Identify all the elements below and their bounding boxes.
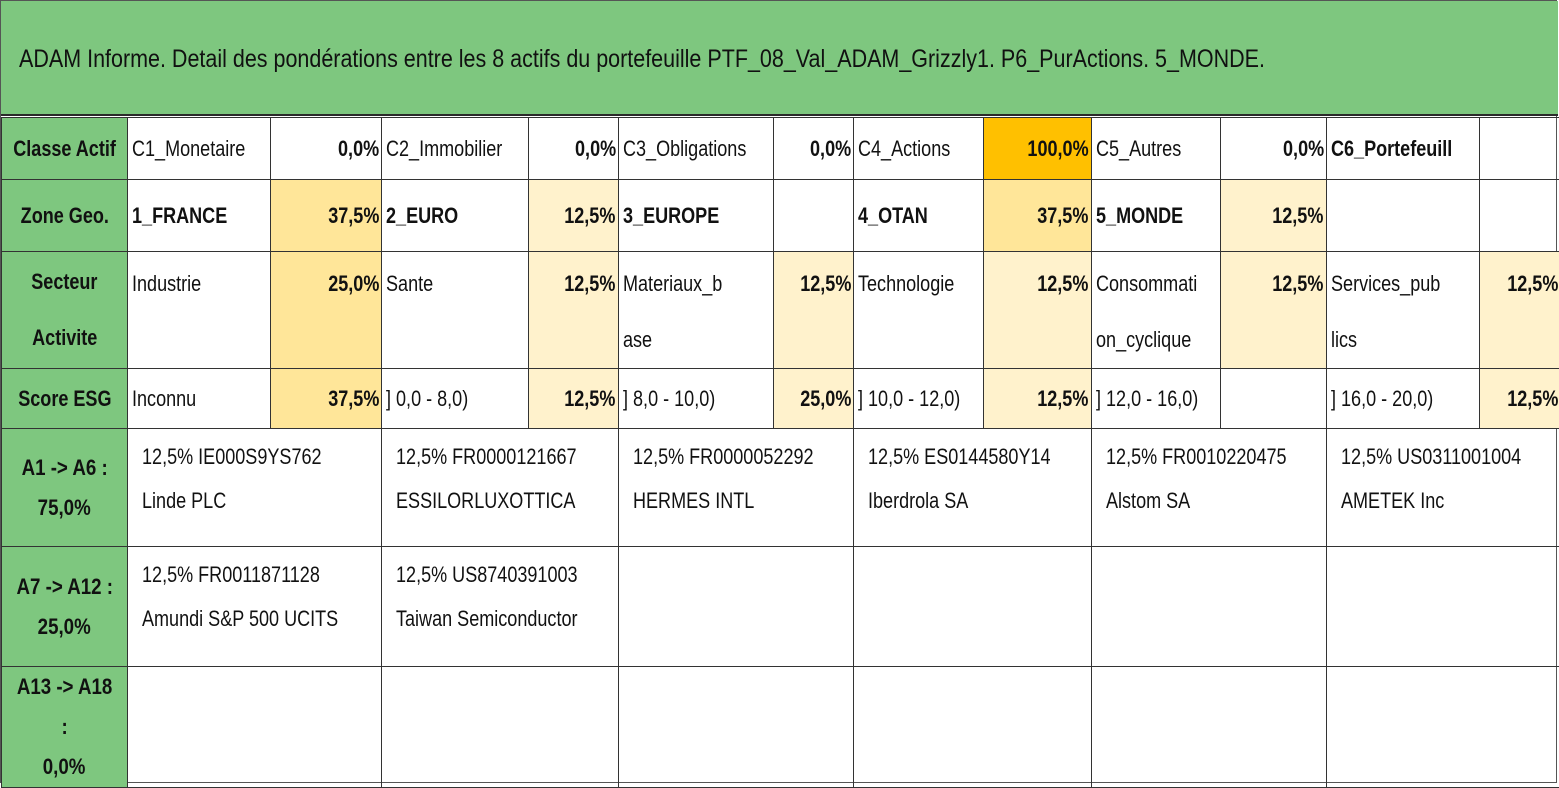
esg-label[interactable]: ] 10,0 - 12,0) — [853, 369, 983, 429]
score-esg-header: Score ESG — [2, 369, 128, 429]
asset-cell[interactable] — [618, 547, 853, 667]
esg-value[interactable]: 12,5% — [983, 369, 1091, 429]
zone-value[interactable]: 12,5% — [529, 180, 619, 252]
classe-value[interactable]: 0,0% — [1221, 118, 1326, 180]
classe-actif-header: Classe Actif — [2, 118, 128, 180]
asset-cell[interactable] — [853, 547, 1091, 667]
classe-value[interactable]: 0,0% — [774, 118, 854, 180]
secteur-value[interactable]: 12,5% — [774, 252, 854, 369]
secteur-label[interactable]: Technologie — [853, 252, 983, 369]
secteur-label[interactable]: Sante — [382, 252, 529, 369]
esg-label[interactable]: ] 0,0 - 8,0) — [382, 369, 529, 429]
zone-value[interactable] — [1479, 180, 1559, 252]
title-band: ADAM Informe. Detail des pondérations en… — [1, 1, 1558, 116]
esg-value[interactable]: 37,5% — [271, 369, 382, 429]
classe-label[interactable]: C1_Monetaire — [128, 118, 271, 180]
esg-value[interactable]: 25,0% — [774, 369, 854, 429]
esg-label[interactable]: ] 8,0 - 10,0) — [618, 369, 773, 429]
allocation-table: Classe Actif C1_Monetaire 0,0% C2_Immobi… — [1, 117, 1559, 788]
asset-cell[interactable] — [128, 667, 382, 788]
secteur-value[interactable]: 12,5% — [1479, 252, 1559, 369]
asset-group-header: A7 -> A12 :25,0% — [2, 547, 128, 667]
asset-cell[interactable] — [618, 667, 853, 788]
esg-value[interactable]: 12,5% — [529, 369, 619, 429]
zone-geo-header: Zone Geo. — [2, 180, 128, 252]
classe-value[interactable]: 0,0% — [529, 118, 619, 180]
classe-label[interactable]: C3_Obligations — [618, 118, 773, 180]
zone-value[interactable]: 12,5% — [1221, 180, 1326, 252]
classe-value[interactable] — [1479, 118, 1559, 180]
asset-cell[interactable] — [1091, 667, 1326, 788]
zone-geo-row: Zone Geo. 1_FRANCE 37,5% 2_EURO 12,5% 3_… — [2, 180, 1559, 252]
classe-actif-row: Classe Actif C1_Monetaire 0,0% C2_Immobi… — [2, 118, 1559, 180]
score-esg-row: Score ESG Inconnu 37,5% ] 0,0 - 8,0) 12,… — [2, 369, 1559, 429]
esg-label[interactable]: ] 12,0 - 16,0) — [1091, 369, 1221, 429]
classe-value[interactable]: 0,0% — [271, 118, 382, 180]
classe-label[interactable]: C6_Portefeuill — [1326, 118, 1479, 180]
esg-label[interactable]: ] 16,0 - 20,0) — [1326, 369, 1479, 429]
asset-cell[interactable] — [382, 667, 618, 788]
asset-cell[interactable] — [1326, 667, 1559, 788]
esg-label[interactable]: Inconnu — [128, 369, 271, 429]
page-title: ADAM Informe. Detail des pondérations en… — [19, 45, 1265, 74]
zone-label[interactable]: 5_MONDE — [1091, 180, 1221, 252]
zone-value[interactable]: 37,5% — [271, 180, 382, 252]
asset-group-header: A1 -> A6 :75,0% — [2, 429, 128, 547]
asset-cell[interactable] — [1091, 547, 1326, 667]
asset-group-header: A13 -> A18 :0,0% — [2, 667, 128, 788]
secteur-value[interactable]: 25,0% — [271, 252, 382, 369]
secteur-value[interactable]: 12,5% — [529, 252, 619, 369]
asset-cell[interactable] — [1326, 547, 1559, 667]
zone-value[interactable] — [774, 180, 854, 252]
zone-label[interactable] — [1326, 180, 1479, 252]
zone-value[interactable]: 37,5% — [983, 180, 1091, 252]
zone-label[interactable]: 4_OTAN — [853, 180, 983, 252]
esg-value[interactable]: 12,5% — [1479, 369, 1559, 429]
zone-label[interactable]: 2_EURO — [382, 180, 529, 252]
esg-value[interactable] — [1221, 369, 1326, 429]
classe-label[interactable]: C4_Actions — [853, 118, 983, 180]
classe-label[interactable]: C5_Autres — [1091, 118, 1221, 180]
zone-label[interactable]: 1_FRANCE — [128, 180, 271, 252]
classe-value[interactable]: 100,0% — [983, 118, 1091, 180]
classe-label[interactable]: C2_Immobilier — [382, 118, 529, 180]
secteur-label[interactable]: Industrie — [128, 252, 271, 369]
asset-cell[interactable] — [853, 667, 1091, 788]
asset-group-row: A13 -> A18 :0,0% — [2, 667, 1559, 788]
secteur-value[interactable]: 12,5% — [1221, 252, 1326, 369]
zone-label[interactable]: 3_EUROPE — [618, 180, 773, 252]
secteur-value[interactable]: 12,5% — [983, 252, 1091, 369]
